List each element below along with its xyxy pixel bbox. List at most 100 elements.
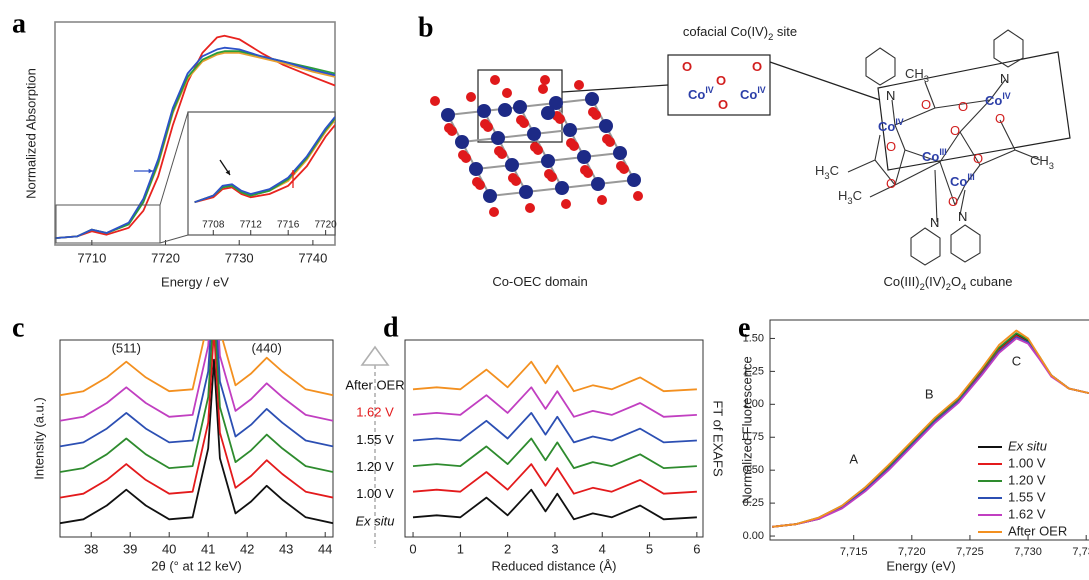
legend-label: 1.62 V xyxy=(1008,506,1046,521)
cubane-atom-part: CH xyxy=(1030,153,1049,168)
site-atom: CoIV xyxy=(740,85,766,102)
cubane-atom-part: O xyxy=(995,111,1005,126)
cubane-atom: N xyxy=(930,215,939,230)
site-atom-part: Co xyxy=(740,87,757,102)
x-tick-label: 38 xyxy=(84,541,98,556)
cubane-atom-part: Co xyxy=(985,93,1002,108)
site-atom: O xyxy=(718,97,728,112)
site-title: cofacial Co(IV)2 site xyxy=(683,24,797,42)
cobalt-atom xyxy=(505,158,519,172)
series-line xyxy=(772,337,1089,528)
site-atom-part: O xyxy=(716,73,726,88)
x-tick-label: 1 xyxy=(457,541,464,556)
cobalt-atom xyxy=(577,150,591,164)
y-axis-label: Normalized Absorption xyxy=(23,68,38,199)
series-line xyxy=(412,463,697,495)
cubane-caption-part: 4 xyxy=(961,282,966,292)
x-tick-label: 7,715 xyxy=(840,546,868,558)
x-tick-label: 4 xyxy=(599,541,606,556)
series-line xyxy=(60,340,333,448)
voltage-label: 1.55 V xyxy=(356,432,394,447)
x-tick-label: 7708 xyxy=(202,220,225,231)
x-tick-label: 43 xyxy=(279,541,293,556)
series-line xyxy=(194,124,335,204)
cubane-atom-part: O xyxy=(886,176,896,191)
cobalt-atom xyxy=(555,181,569,195)
x-axis-label: Reduced distance (Å) xyxy=(491,558,616,573)
cubane-atom-part: 3 xyxy=(824,171,829,181)
x-tick-label: 2 xyxy=(504,541,511,556)
cubane-atom: O xyxy=(921,97,931,112)
cubane-atom-part: O xyxy=(973,151,983,166)
oxygen-atom xyxy=(489,207,499,217)
site-atom-part: IV xyxy=(705,85,713,95)
cubane-atom: CoIV xyxy=(985,91,1011,108)
cobalt-atom xyxy=(441,108,455,122)
cobalt-atom xyxy=(477,104,491,118)
cobalt-atom xyxy=(513,100,527,114)
oxygen-atom xyxy=(430,96,440,106)
x-axis-label: Energy (eV) xyxy=(886,558,955,573)
voltage-label: 1.00 V xyxy=(356,486,394,501)
cubane-atom-part: 3 xyxy=(924,74,929,84)
oxygen-atom xyxy=(561,199,571,209)
cubane-caption-part: cubane xyxy=(966,274,1012,289)
x-tick-label: 7,730 xyxy=(1014,546,1042,558)
cobalt-atom xyxy=(563,123,577,137)
legend-label: After OER xyxy=(1008,523,1067,538)
cubane-atom-part: O xyxy=(886,139,896,154)
cobalt-atom xyxy=(549,96,563,110)
oxygen-atom xyxy=(458,150,468,160)
annotation: (511) xyxy=(112,340,141,355)
panel-letter: d xyxy=(383,312,399,343)
cubane-atom: CoIV xyxy=(878,117,904,134)
cobalt-atom xyxy=(585,92,599,106)
cubane-atom: O xyxy=(995,111,1005,126)
x-tick-label: 7712 xyxy=(240,220,263,231)
oxygen-atom xyxy=(574,80,584,90)
cubane-atom: CoIII xyxy=(922,147,947,164)
oxygen-atom xyxy=(530,142,540,152)
voltage-label: After OER xyxy=(345,377,404,392)
y-axis-label: FT of EXAFS xyxy=(711,400,726,477)
series-line xyxy=(412,386,697,418)
plot-frame xyxy=(769,319,1089,541)
series-line xyxy=(194,116,335,204)
oxygen-atom xyxy=(597,195,607,205)
x-tick-label: 7,720 xyxy=(898,546,926,558)
cubane-atom-part: Co xyxy=(922,149,939,164)
cubane-atom-part: Co xyxy=(878,119,895,134)
cubane-atom-part: III xyxy=(967,172,974,182)
series-line xyxy=(412,412,697,444)
domain-caption-part: Co-OEC domain xyxy=(492,274,587,289)
series-line xyxy=(55,34,335,239)
oxygen-atom xyxy=(444,123,454,133)
oxygen-atom xyxy=(466,92,476,102)
cubane-atom: O xyxy=(950,123,960,138)
annotation: B xyxy=(925,386,934,401)
oxygen-atom xyxy=(490,75,500,85)
series-line xyxy=(772,329,1089,528)
arrow-head xyxy=(148,168,153,174)
cubane-atom-part: 3 xyxy=(847,196,852,206)
y-tick-label: 0.25 xyxy=(743,497,764,509)
cubane-atom-part: O xyxy=(921,97,931,112)
cubane-atom: CoIII xyxy=(950,172,975,189)
panel-letter: b xyxy=(418,12,434,43)
series-line xyxy=(60,340,333,397)
oxygen-atom xyxy=(633,191,643,201)
cobalt-atom xyxy=(541,154,555,168)
cobalt-atom xyxy=(491,131,505,145)
oxygen-atom xyxy=(540,75,550,85)
x-tick-label: 7710 xyxy=(77,250,106,265)
cubane-atom-part: H xyxy=(815,163,824,178)
site-atom: O xyxy=(716,73,726,88)
cubane-atom-part: N xyxy=(930,215,939,230)
series-line xyxy=(55,46,335,239)
zoom-connector xyxy=(159,111,189,206)
x-tick-label: 7,735 xyxy=(1072,546,1089,558)
x-tick-label: 39 xyxy=(123,541,137,556)
site-atom-part: O xyxy=(718,97,728,112)
y-tick-label: 1.25 xyxy=(743,365,764,377)
